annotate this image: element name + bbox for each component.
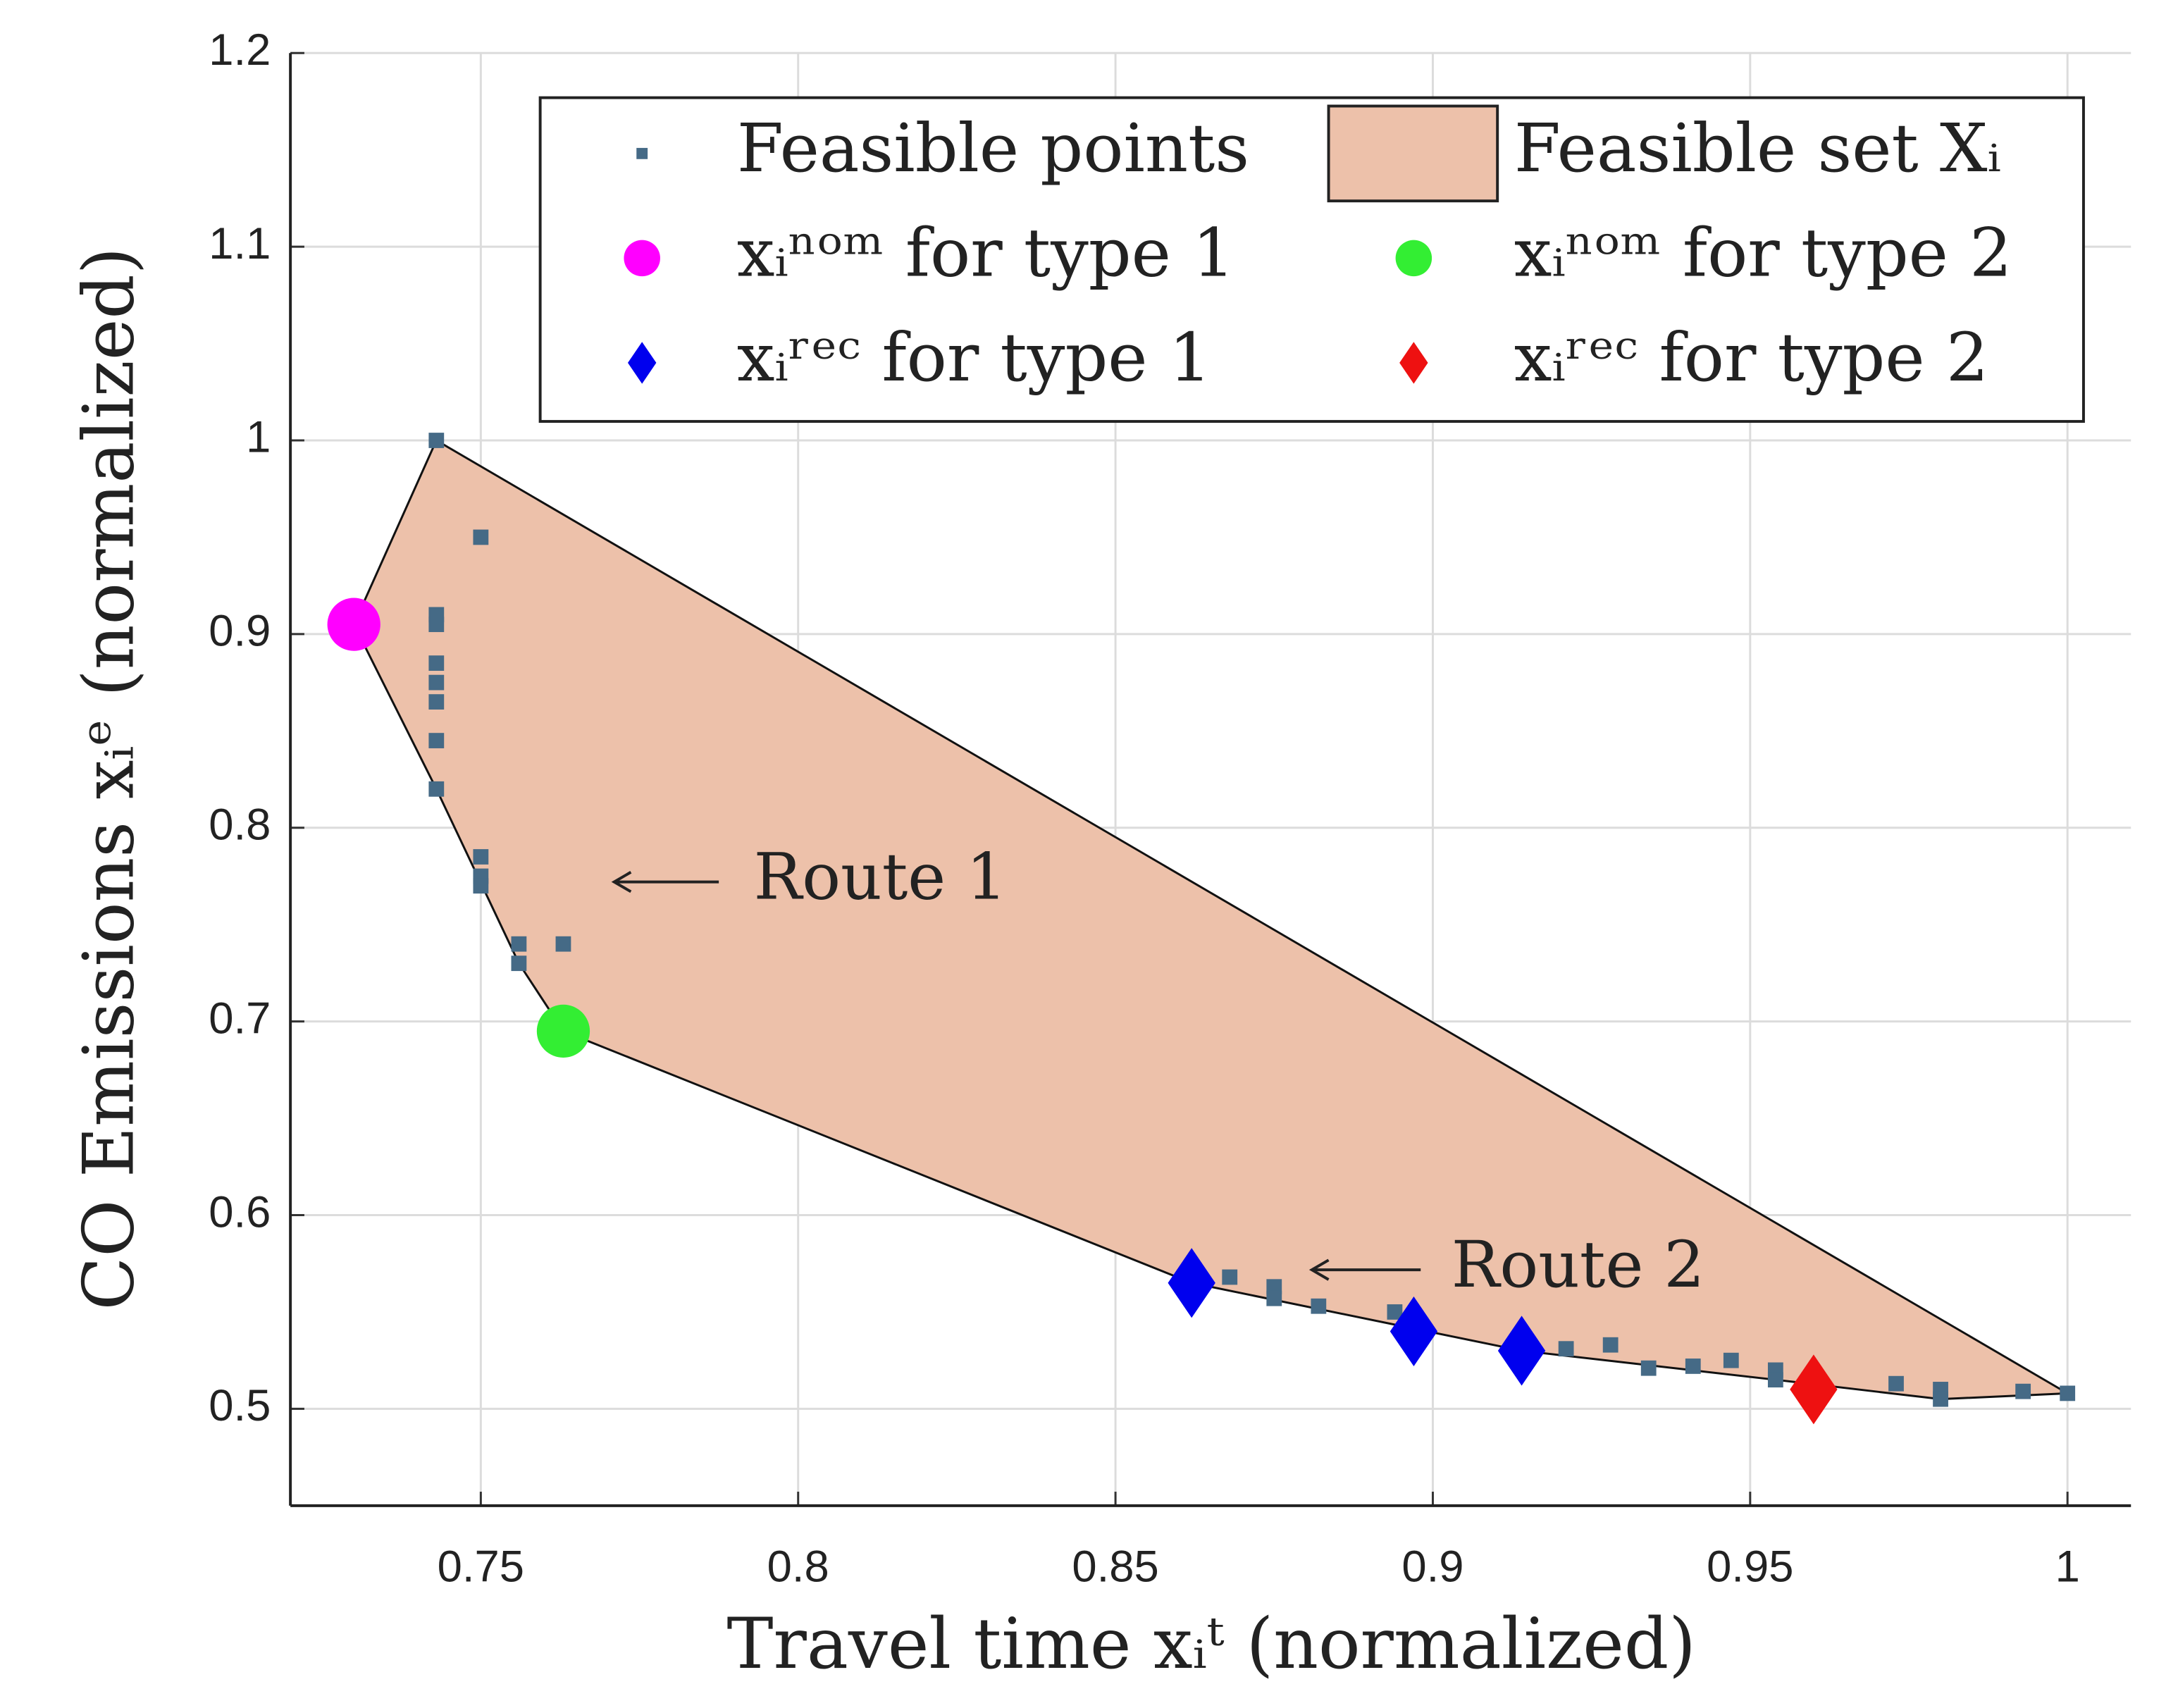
feasible-point	[1387, 1304, 1403, 1320]
feasible-point	[1723, 1352, 1739, 1368]
feasible-point	[428, 433, 445, 448]
feasible-point	[428, 617, 445, 633]
x-tick-label: 0.8	[767, 1542, 829, 1592]
feasible-point	[1222, 1269, 1238, 1285]
feasible-point	[428, 655, 445, 672]
y-tick-label: 1.2	[209, 25, 271, 75]
legend-box	[538, 96, 2085, 423]
legend-marker	[624, 240, 660, 277]
y-tick-label: 0.5	[209, 1381, 271, 1430]
x-axis-label: Travel time xᵢᵗ (normalized)	[727, 1604, 1696, 1685]
feasible-point	[511, 936, 527, 952]
annotation-arrowhead	[1308, 1258, 1330, 1281]
feasible-point	[473, 529, 489, 545]
feasible-point	[428, 781, 445, 797]
y-tick-label: 1.1	[209, 219, 271, 268]
feasible-point	[1640, 1360, 1657, 1376]
feasible-point	[1602, 1337, 1619, 1353]
legend-marker	[1395, 240, 1432, 277]
x-tick-label: 0.75	[438, 1542, 524, 1592]
annotation: Route 1	[754, 840, 1007, 915]
feasible-point	[1311, 1298, 1327, 1314]
legend-label: xᵢʳᵉᶜ for type 2	[1514, 319, 1988, 397]
legend-label: xᵢⁿᵒᵐ for type 2	[1514, 214, 2012, 292]
feasible-point	[1888, 1375, 1904, 1392]
feasible-point	[1685, 1359, 1701, 1374]
feasible-point	[555, 936, 571, 952]
legend-label: Feasible points	[737, 110, 1249, 187]
legend-label: xᵢʳᵉᶜ for type 1	[737, 319, 1211, 397]
feasible-point	[473, 849, 489, 865]
recommended-point	[1790, 1354, 1838, 1425]
feasible-point	[428, 674, 445, 691]
y-tick-label: 0.8	[209, 800, 271, 850]
y-axis-label: CO Emissions xᵢᵉ (normalized)	[69, 247, 150, 1311]
feasible-point	[1558, 1341, 1574, 1357]
feasible-point	[428, 733, 445, 748]
y-tick-label: 0.6	[209, 1187, 271, 1237]
nominal-point	[327, 598, 380, 651]
feasible-point	[2015, 1383, 2031, 1399]
feasible-point	[1933, 1391, 1948, 1407]
legend-swatch	[1327, 104, 1499, 203]
legend-marker	[627, 342, 657, 384]
feasible-point	[1767, 1372, 1783, 1388]
x-tick-label: 1	[2055, 1542, 2080, 1592]
x-tick-label: 0.85	[1072, 1542, 1158, 1592]
y-tick-label: 0.9	[209, 607, 271, 656]
y-tick-label: 0.7	[209, 994, 271, 1043]
x-tick-label: 0.9	[1401, 1542, 1463, 1592]
x-tick-label: 0.95	[1707, 1542, 1793, 1592]
legend-marker	[636, 147, 648, 159]
recommended-point	[1390, 1296, 1438, 1366]
feasible-point	[428, 694, 445, 710]
feasible-point	[2060, 1385, 2076, 1401]
legend-label: Feasible set Xᵢ	[1514, 110, 2001, 187]
legend-label: xᵢⁿᵒᵐ for type 1	[737, 214, 1235, 292]
feasible-point	[1266, 1290, 1282, 1306]
nominal-point	[536, 1004, 590, 1058]
feasible-point	[511, 955, 527, 972]
y-tick-label: 1	[246, 413, 271, 462]
feasible-point	[473, 878, 489, 894]
annotation: Route 2	[1452, 1227, 1704, 1302]
feasible-point	[1266, 1279, 1282, 1295]
legend-marker	[1399, 342, 1428, 384]
annotation-arrowhead	[611, 871, 632, 893]
